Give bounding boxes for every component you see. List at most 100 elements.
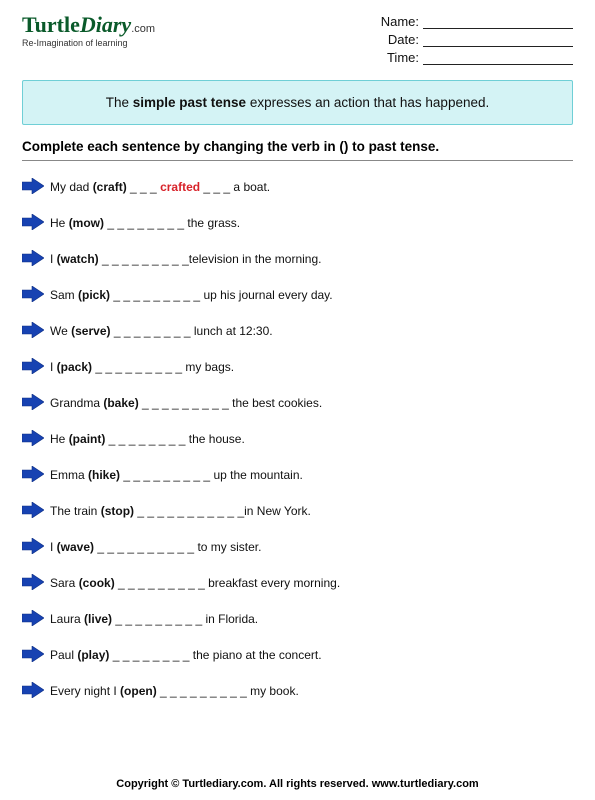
list-item: Paul (play) _ _ _ _ _ _ _ _ the piano at… bbox=[22, 637, 573, 673]
arrow-right-icon bbox=[22, 682, 50, 700]
date-field: Date: bbox=[381, 32, 573, 47]
sentence-post: up his journal every day. bbox=[203, 288, 332, 302]
arrow-right-icon bbox=[22, 178, 50, 196]
sentence: Emma (hike) _ _ _ _ _ _ _ _ _ up the mou… bbox=[50, 468, 573, 482]
sentence-blanks: _ _ _ _ _ _ _ _ _ bbox=[99, 252, 189, 266]
sentence-blanks: _ _ _ _ _ _ _ _ bbox=[105, 432, 188, 446]
sentence-pre: He bbox=[50, 432, 69, 446]
sentence-post: the best cookies. bbox=[232, 396, 322, 410]
sentence-pre: I bbox=[50, 252, 57, 266]
rule-pre: The bbox=[106, 95, 133, 110]
sentence: Laura (live) _ _ _ _ _ _ _ _ _ in Florid… bbox=[50, 612, 573, 626]
time-line bbox=[423, 64, 573, 65]
sentence-verb: (watch) bbox=[57, 252, 99, 266]
list-item: Emma (hike) _ _ _ _ _ _ _ _ _ up the mou… bbox=[22, 457, 573, 493]
logo: TurtleDiary.com Re-Imagination of learni… bbox=[22, 14, 155, 68]
header: TurtleDiary.com Re-Imagination of learni… bbox=[22, 14, 573, 68]
sentence-verb: (open) bbox=[120, 684, 157, 698]
name-field: Name: bbox=[381, 14, 573, 29]
sentence-verb: (serve) bbox=[71, 324, 110, 338]
arrow-right-icon bbox=[22, 286, 50, 304]
sentence-pre: Laura bbox=[50, 612, 84, 626]
sentence-post: breakfast every morning. bbox=[208, 576, 340, 590]
sentence-post: the house. bbox=[189, 432, 245, 446]
date-line bbox=[423, 46, 573, 47]
instruction: Complete each sentence by changing the v… bbox=[22, 139, 573, 161]
arrow-right-icon bbox=[22, 502, 50, 520]
sentence-blanks: _ _ _ _ _ _ _ _ _ bbox=[110, 288, 203, 302]
logo-word2: Diary bbox=[80, 12, 131, 37]
sentence: He (mow) _ _ _ _ _ _ _ _ the grass. bbox=[50, 216, 573, 230]
name-label: Name: bbox=[381, 14, 419, 29]
sentence-post: _ _ _ a boat. bbox=[200, 180, 270, 194]
sentence-blanks: _ _ _ bbox=[127, 180, 160, 194]
sentence-post: my book. bbox=[250, 684, 299, 698]
sentence: Sam (pick) _ _ _ _ _ _ _ _ _ up his jour… bbox=[50, 288, 573, 302]
sentence: Grandma (bake) _ _ _ _ _ _ _ _ _ the bes… bbox=[50, 396, 573, 410]
list-item: Sam (pick) _ _ _ _ _ _ _ _ _ up his jour… bbox=[22, 277, 573, 313]
footer: Copyright © Turtlediary.com. All rights … bbox=[0, 778, 595, 790]
sentence-answer: crafted bbox=[160, 180, 200, 194]
sentence-verb: (hike) bbox=[88, 468, 120, 482]
sentence-blanks: _ _ _ _ _ _ _ _ _ bbox=[120, 468, 213, 482]
list-item: He (paint) _ _ _ _ _ _ _ _ the house. bbox=[22, 421, 573, 457]
arrow-right-icon bbox=[22, 574, 50, 592]
sentence-verb: (live) bbox=[84, 612, 112, 626]
list-item: The train (stop) _ _ _ _ _ _ _ _ _ _ _in… bbox=[22, 493, 573, 529]
list-item: Grandma (bake) _ _ _ _ _ _ _ _ _ the bes… bbox=[22, 385, 573, 421]
sentence-blanks: _ _ _ _ _ _ _ _ bbox=[109, 648, 192, 662]
sentence-verb: (play) bbox=[77, 648, 109, 662]
list-item: Every night I (open) _ _ _ _ _ _ _ _ _ m… bbox=[22, 673, 573, 709]
sentence-post: the piano at the concert. bbox=[193, 648, 322, 662]
sentence-post: lunch at 12:30. bbox=[194, 324, 273, 338]
sentence: Paul (play) _ _ _ _ _ _ _ _ the piano at… bbox=[50, 648, 573, 662]
sentence-post: to my sister. bbox=[197, 540, 261, 554]
list-item: I (watch) _ _ _ _ _ _ _ _ _television in… bbox=[22, 241, 573, 277]
sentence-verb: (paint) bbox=[69, 432, 106, 446]
arrow-right-icon bbox=[22, 250, 50, 268]
list-item: I (wave) _ _ _ _ _ _ _ _ _ _ to my siste… bbox=[22, 529, 573, 565]
list-item: My dad (craft) _ _ _ crafted _ _ _ a boa… bbox=[22, 169, 573, 205]
sentence-pre: We bbox=[50, 324, 71, 338]
sentence-blanks: _ _ _ _ _ _ _ _ _ bbox=[157, 684, 250, 698]
sentence: He (paint) _ _ _ _ _ _ _ _ the house. bbox=[50, 432, 573, 446]
logo-tagline: Re-Imagination of learning bbox=[22, 38, 155, 48]
sentence-post: the grass. bbox=[187, 216, 240, 230]
items-list: My dad (craft) _ _ _ crafted _ _ _ a boa… bbox=[22, 169, 573, 709]
sentence-blanks: _ _ _ _ _ _ _ _ _ bbox=[112, 612, 205, 626]
sentence: I (watch) _ _ _ _ _ _ _ _ _television in… bbox=[50, 252, 573, 266]
rule-post: expresses an action that has happened. bbox=[246, 95, 489, 110]
sentence-post: up the mountain. bbox=[213, 468, 302, 482]
sentence-blanks: _ _ _ _ _ _ _ _ bbox=[110, 324, 193, 338]
sentence: We (serve) _ _ _ _ _ _ _ _ lunch at 12:3… bbox=[50, 324, 573, 338]
sentence-pre: The train bbox=[50, 504, 101, 518]
sentence-pre: My dad bbox=[50, 180, 93, 194]
sentence: My dad (craft) _ _ _ crafted _ _ _ a boa… bbox=[50, 180, 573, 194]
arrow-right-icon bbox=[22, 358, 50, 376]
list-item: We (serve) _ _ _ _ _ _ _ _ lunch at 12:3… bbox=[22, 313, 573, 349]
sentence: Every night I (open) _ _ _ _ _ _ _ _ _ m… bbox=[50, 684, 573, 698]
sentence-blanks: _ _ _ _ _ _ _ _ bbox=[104, 216, 187, 230]
logo-dotcom: .com bbox=[131, 23, 155, 35]
rule-bold: simple past tense bbox=[133, 95, 246, 110]
arrow-right-icon bbox=[22, 610, 50, 628]
sentence: Sara (cook) _ _ _ _ _ _ _ _ _ breakfast … bbox=[50, 576, 573, 590]
sentence-blanks: _ _ _ _ _ _ _ _ _ bbox=[92, 360, 185, 374]
sentence-verb: (stop) bbox=[101, 504, 134, 518]
sentence-pre: Paul bbox=[50, 648, 77, 662]
name-line bbox=[423, 28, 573, 29]
list-item: Laura (live) _ _ _ _ _ _ _ _ _ in Florid… bbox=[22, 601, 573, 637]
logo-text: TurtleDiary.com bbox=[22, 14, 155, 36]
sentence-verb: (bake) bbox=[103, 396, 138, 410]
sentence-blanks: _ _ _ _ _ _ _ _ _ _ _ bbox=[134, 504, 244, 518]
info-fields: Name: Date: Time: bbox=[381, 14, 573, 68]
sentence-verb: (wave) bbox=[57, 540, 94, 554]
arrow-right-icon bbox=[22, 214, 50, 232]
sentence-pre: Sara bbox=[50, 576, 79, 590]
sentence-verb: (craft) bbox=[93, 180, 127, 194]
sentence: I (wave) _ _ _ _ _ _ _ _ _ _ to my siste… bbox=[50, 540, 573, 554]
arrow-right-icon bbox=[22, 646, 50, 664]
sentence-post: in Florida. bbox=[205, 612, 258, 626]
rule-box: The simple past tense expresses an actio… bbox=[22, 80, 573, 125]
arrow-right-icon bbox=[22, 322, 50, 340]
